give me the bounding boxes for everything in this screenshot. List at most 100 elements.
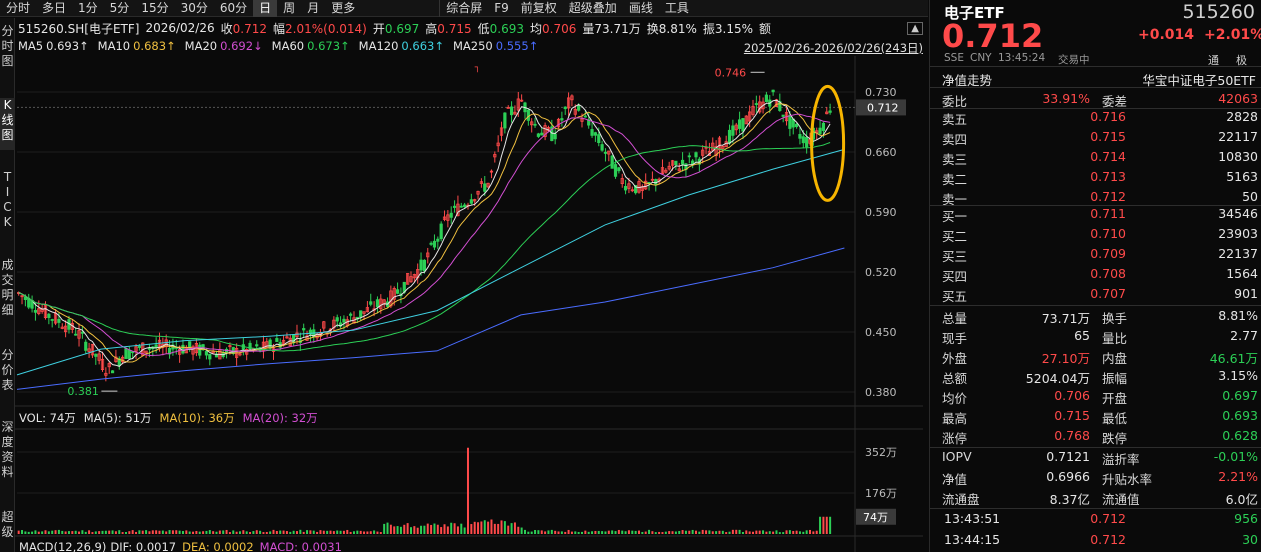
price-axis-label: 0.520 xyxy=(865,266,897,279)
candle-body xyxy=(114,356,118,362)
left-nav-item-3[interactable]: 成 交 明 细 xyxy=(1,258,14,317)
ask-level-row[interactable]: 卖三 0.714 10830 xyxy=(930,147,1261,167)
volume-tag-bg xyxy=(856,508,896,525)
tab-1[interactable]: 多日 xyxy=(42,0,67,15)
level-volume: 2828 xyxy=(1226,109,1258,124)
row-label: IOPV xyxy=(942,449,972,464)
ma250-line xyxy=(16,247,845,390)
tab-13[interactable]: 前复权 xyxy=(520,0,557,15)
stats-row[interactable]: 总量 73.71万 换手 8.81% xyxy=(930,306,1261,326)
bid-level-row[interactable]: 买四 0.708 1564 xyxy=(930,264,1261,284)
bid-level-row[interactable]: 买一 0.711 34546 xyxy=(930,204,1261,224)
stats-row[interactable]: 最高 0.715 最低 0.693 xyxy=(930,406,1261,426)
tab-4[interactable]: 15分 xyxy=(141,0,169,15)
level-price: 0.714 xyxy=(1090,149,1126,164)
candle-body xyxy=(33,309,38,313)
row-value: 2.21% xyxy=(1218,469,1258,484)
left-nav-item-5[interactable]: 深 度 资 料 xyxy=(1,420,14,479)
index-name: 华宝中证电子50ETF xyxy=(1142,73,1256,88)
tab-12[interactable]: F9 xyxy=(494,0,509,15)
stats-row[interactable]: 涨停 0.768 跌停 0.628 xyxy=(930,426,1261,446)
tab-0[interactable]: 分时 xyxy=(6,0,31,15)
etf-stats-row[interactable]: IOPV 0.7121 溢折率 -0.01% xyxy=(930,447,1261,467)
ask-level-row[interactable]: 卖五 0.716 2828 xyxy=(930,107,1261,127)
volume-tag: 74万 xyxy=(863,511,888,524)
tab-8[interactable]: 周 xyxy=(283,0,296,15)
tab-11[interactable]: 综合屏 xyxy=(439,0,488,17)
tab-3[interactable]: 5分 xyxy=(109,0,130,15)
divider xyxy=(930,447,1261,448)
left-nav-item-1[interactable]: K 线 图 xyxy=(0,98,15,150)
candle-body xyxy=(469,199,473,204)
candle-body xyxy=(164,339,168,348)
tab-5[interactable]: 30分 xyxy=(180,0,208,15)
candle-body xyxy=(560,118,564,121)
candle-body xyxy=(727,129,732,144)
tab-6[interactable]: 60分 xyxy=(219,0,248,15)
volume-axis-label: 352万 xyxy=(865,446,897,459)
kline-chart[interactable]: 0.730 0.660 0.590 0.520 0.450 0.380 0.712 0.746… xyxy=(15,56,923,552)
candle-body xyxy=(476,190,480,195)
tab-7[interactable]: 日 xyxy=(253,0,278,17)
tick-row[interactable]: 13:44:15 0.712 30 xyxy=(930,530,1261,550)
date-range[interactable]: 2025/02/26-2026/02/26(243日) xyxy=(743,41,923,55)
candle-body xyxy=(302,328,306,331)
nav-trend-tab[interactable]: 净值走势 xyxy=(942,73,993,88)
candle-body xyxy=(20,295,24,298)
bid-level-row[interactable]: 买五 0.707 901 xyxy=(930,284,1261,304)
tick-time: 13:44:15 xyxy=(944,532,1001,547)
tab-15[interactable]: 画线 xyxy=(628,0,653,15)
tab-14[interactable]: 超级叠加 xyxy=(568,0,617,15)
row-value: 0.6966 xyxy=(1046,469,1090,484)
candle-body xyxy=(436,238,440,242)
tab-16[interactable]: 工具 xyxy=(664,0,689,15)
tab-9[interactable]: 月 xyxy=(307,0,320,15)
marker-icon: ┐ xyxy=(474,63,480,73)
quote-time: 13:45:24 xyxy=(998,52,1046,64)
candle-body xyxy=(456,203,460,216)
ask-level-row[interactable]: 卖一 0.712 50 xyxy=(930,187,1261,207)
ask-level-row[interactable]: 卖二 0.713 5163 xyxy=(930,167,1261,187)
tab-2[interactable]: 1分 xyxy=(78,0,98,15)
row-label: 溢折率 xyxy=(1102,452,1140,467)
left-nav-item-2[interactable]: T I C K xyxy=(3,170,12,229)
etf-stats-row[interactable]: 净值 0.6966 升贴水率 2.21% xyxy=(930,467,1261,487)
candle-body xyxy=(379,298,383,310)
bid-level-row[interactable]: 买二 0.710 23903 xyxy=(930,224,1261,244)
quote-name: 电子ETF xyxy=(944,4,1005,22)
candle-body xyxy=(463,204,467,208)
candle-body xyxy=(87,348,91,352)
ma-label: MA120 xyxy=(358,39,399,53)
left-nav-item-4[interactable]: 分 价 表 xyxy=(1,348,14,392)
volume-label: 量 xyxy=(582,21,595,36)
stats-row[interactable]: 总额 5204.04万 振幅 3.15% xyxy=(930,366,1261,386)
stats-row[interactable]: 现手 65 量比 2.77 xyxy=(930,326,1261,346)
macd-dif: DIF: 0.0017 xyxy=(110,540,176,552)
candle-body xyxy=(191,346,195,355)
candle-body xyxy=(439,223,443,240)
ask-level-row[interactable]: 卖四 0.715 22117 xyxy=(930,127,1261,147)
quote-pct: +2.01% xyxy=(1204,27,1261,43)
ma120-line xyxy=(16,148,845,376)
etf-stats-row[interactable]: 流通盘 8.37亿 流通值 6.0亿 xyxy=(930,487,1261,507)
tick-row[interactable]: 13:43:51 0.712 956 xyxy=(930,509,1261,529)
candle-body xyxy=(627,183,631,189)
level-label: 买一 xyxy=(942,209,968,224)
bid-level-row[interactable]: 买三 0.709 22137 xyxy=(930,244,1261,264)
order-ratio-row: 委比 33.91% 委差 42063 xyxy=(930,89,1261,109)
open-value: 0.697 xyxy=(384,21,420,36)
tab-10[interactable]: 更多 xyxy=(331,0,356,15)
left-nav-item-0[interactable]: 分 时 图 xyxy=(1,24,14,68)
collapse-up-icon[interactable]: ▲ xyxy=(907,21,923,35)
candle-body xyxy=(734,124,738,131)
stats-row[interactable]: 均价 0.706 开盘 0.697 xyxy=(930,386,1261,406)
candle-body xyxy=(721,146,725,150)
candle-body xyxy=(181,344,185,354)
quote-panel: 电子ETF 515260 0.712 +0.014 +2.01% SSE CNY 13:45:… xyxy=(929,0,1261,552)
candle-body xyxy=(43,304,48,319)
candle-body xyxy=(268,339,272,349)
left-nav-item-6[interactable]: 超 级 xyxy=(1,510,14,539)
stats-row[interactable]: 外盘 27.10万 内盘 46.61万 xyxy=(930,346,1261,366)
candle-body xyxy=(828,110,832,113)
candle-body xyxy=(536,133,541,137)
